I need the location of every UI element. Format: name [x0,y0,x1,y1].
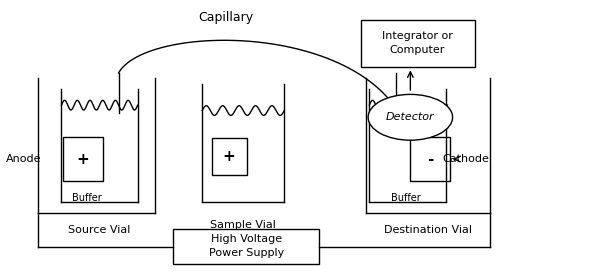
Ellipse shape [368,94,452,140]
Text: -: - [427,152,433,167]
Bar [173,229,320,264]
Text: Detector: Detector [386,112,435,122]
Bar [63,138,103,181]
Text: +: + [223,149,236,164]
Text: Buffer: Buffer [72,193,102,203]
Text: Integrator or: Integrator or [382,31,453,41]
Text: Source Vial: Source Vial [68,226,131,235]
Text: Destination Vial: Destination Vial [384,226,472,235]
Text: High Voltage: High Voltage [211,234,282,244]
Bar [361,20,475,67]
Text: Anode: Anode [6,154,41,164]
Text: Capillary: Capillary [198,11,253,24]
Text: +: + [77,152,89,167]
Text: Power Supply: Power Supply [208,248,284,258]
Bar [211,138,247,175]
Bar [410,138,451,181]
Text: Computer: Computer [390,45,445,56]
Text: Buffer: Buffer [391,193,421,203]
Text: Sample Vial: Sample Vial [210,220,276,230]
Text: Cathode: Cathode [443,154,490,164]
